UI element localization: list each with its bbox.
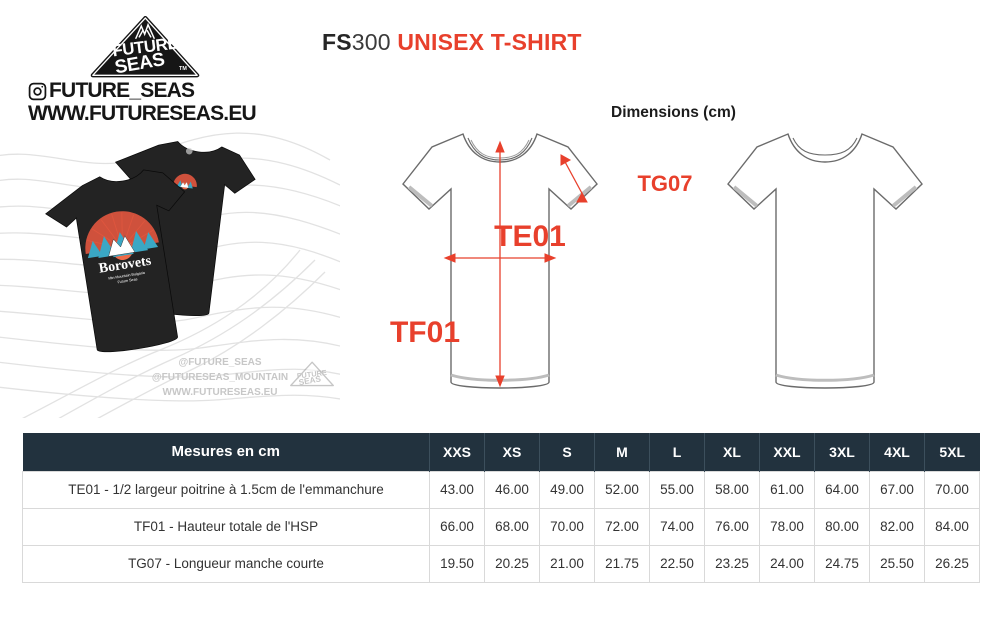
svg-text:TF01: TF01 [390, 316, 460, 349]
svg-text:TM: TM [179, 66, 187, 72]
svg-text:TG07: TG07 [637, 171, 692, 196]
svg-text:TE01: TE01 [494, 220, 566, 253]
